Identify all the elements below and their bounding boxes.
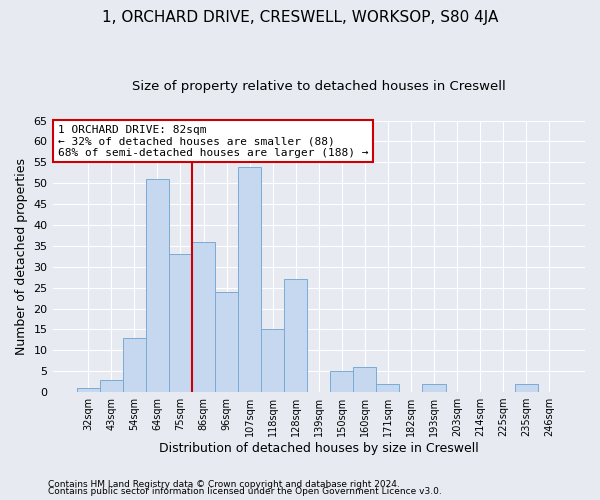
Bar [215,292,238,392]
Text: Contains public sector information licensed under the Open Government Licence v3: Contains public sector information licen… [48,487,442,496]
Bar [238,166,261,392]
Text: 1, ORCHARD DRIVE, CRESWELL, WORKSOP, S80 4JA: 1, ORCHARD DRIVE, CRESWELL, WORKSOP, S80… [102,10,498,25]
Bar [261,330,284,392]
Title: Size of property relative to detached houses in Creswell: Size of property relative to detached ho… [132,80,506,93]
X-axis label: Distribution of detached houses by size in Creswell: Distribution of detached houses by size … [159,442,479,455]
Bar [422,384,446,392]
Bar [146,179,169,392]
Bar [169,254,192,392]
Y-axis label: Number of detached properties: Number of detached properties [15,158,28,355]
Bar [284,280,307,392]
Bar [77,388,100,392]
Bar [192,242,215,392]
Bar [123,338,146,392]
Bar [515,384,538,392]
Bar [353,367,376,392]
Text: 1 ORCHARD DRIVE: 82sqm
← 32% of detached houses are smaller (88)
68% of semi-det: 1 ORCHARD DRIVE: 82sqm ← 32% of detached… [58,124,368,158]
Bar [376,384,400,392]
Bar [100,380,123,392]
Text: Contains HM Land Registry data © Crown copyright and database right 2024.: Contains HM Land Registry data © Crown c… [48,480,400,489]
Bar [330,371,353,392]
